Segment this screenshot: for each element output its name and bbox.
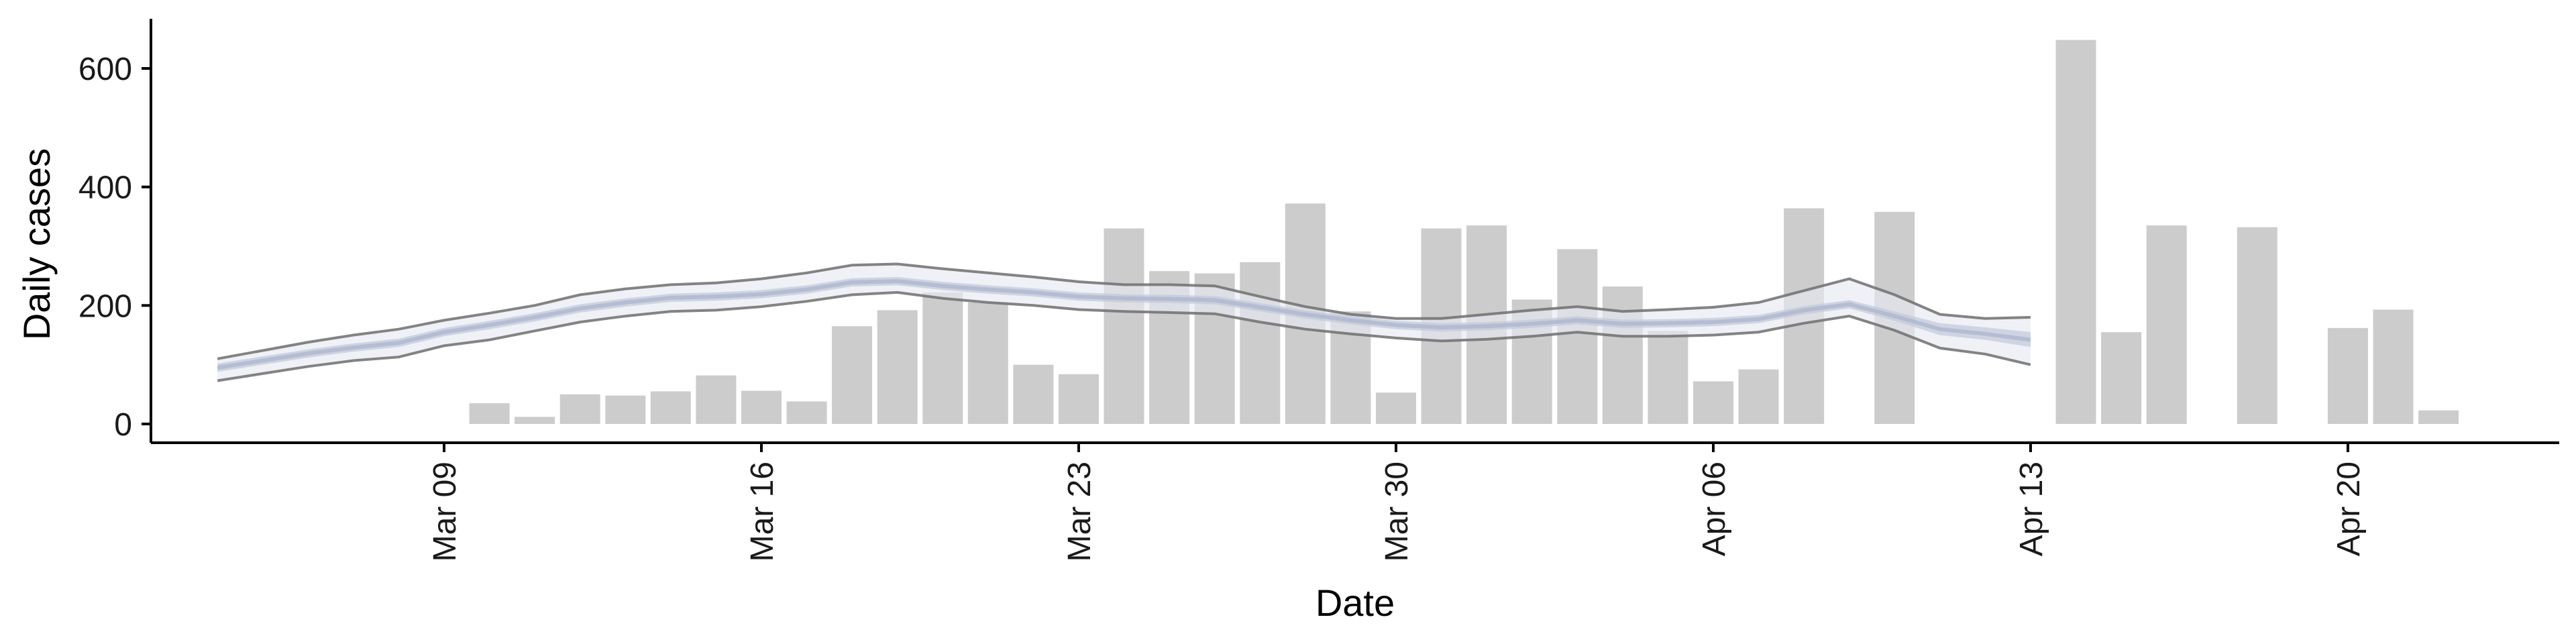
bar-2020-04-20 (2327, 327, 2368, 424)
y-axis-title: Daily cases (15, 148, 58, 340)
y-axis-ticks: 0 200 400 600 (78, 52, 151, 443)
bar-2020-03-11 (515, 417, 555, 424)
bar-2020-04-21 (2373, 309, 2414, 424)
estimate-band-layer (217, 264, 2031, 381)
lower-bound-line (217, 290, 2031, 382)
x-axis-ticks: Mar 09 Mar 16 Mar 23 Mar 30 Apr 06 Apr 13 Apr … (427, 443, 2367, 561)
x-tick-label-2020-04-13: Apr 13 (2014, 462, 2049, 556)
y-tick-label-200: 200 (78, 288, 132, 324)
bar-2020-03-19 (877, 310, 918, 424)
bar-2020-03-20 (922, 292, 963, 424)
bar-2020-04-04 (1602, 286, 1643, 424)
bar-2020-04-05 (1648, 331, 1688, 424)
bar-2020-04-15 (2101, 332, 2142, 424)
x-tick-label-2020-03-16: Mar 16 (745, 462, 780, 561)
x-axis-title: Date (1316, 582, 1395, 624)
bar-2020-04-14 (2055, 40, 2096, 425)
bar-2020-03-18 (832, 326, 873, 424)
bar-2020-04-03 (1557, 249, 1598, 424)
bar-2020-03-10 (469, 403, 510, 424)
band-50 (217, 276, 2031, 372)
x-tick-label-2020-03-09: Mar 09 (427, 462, 463, 561)
bar-2020-03-17 (786, 401, 827, 424)
bar-2020-03-24 (1104, 228, 1144, 424)
bar-2020-04-22 (2418, 410, 2459, 424)
bar-2020-03-30 (1376, 392, 1416, 424)
plot-area (217, 40, 2459, 425)
bar-2020-03-15 (696, 375, 737, 424)
x-tick-label-2020-03-23: Mar 23 (1062, 462, 1097, 561)
upper-bound-line (217, 262, 2031, 360)
bar-2020-03-27 (1240, 262, 1281, 424)
estimate-lines-layer (217, 262, 2031, 382)
bar-2020-03-16 (741, 390, 782, 424)
bar-2020-03-21 (967, 302, 1008, 424)
x-tick-label-2020-03-30: Mar 30 (1379, 462, 1415, 561)
y-tick-label-600: 600 (78, 52, 132, 87)
y-tick-label-0: 0 (114, 407, 132, 443)
bar-2020-03-14 (650, 391, 691, 424)
axes: 0 200 400 600 Mar 09 Mar 16 Mar 23 Mar 30 Apr 0… (78, 19, 2559, 561)
bar-2020-04-06 (1693, 381, 1733, 424)
bar-2020-04-18 (2237, 227, 2277, 424)
median-line (217, 279, 2031, 370)
x-tick-label-2020-04-20: Apr 20 (2331, 462, 2367, 556)
bar-2020-04-16 (2146, 225, 2187, 424)
bar-2020-03-12 (559, 394, 600, 424)
band-90 (217, 264, 2031, 381)
bar-2020-03-23 (1059, 374, 1099, 424)
x-tick-label-2020-04-06: Apr 06 (1697, 462, 1732, 556)
bar-2020-03-22 (1013, 364, 1054, 424)
bar-2020-04-07 (1738, 369, 1779, 424)
y-tick-label-400: 400 (78, 170, 132, 206)
bar-2020-03-13 (605, 395, 646, 424)
bars-layer (469, 40, 2459, 425)
